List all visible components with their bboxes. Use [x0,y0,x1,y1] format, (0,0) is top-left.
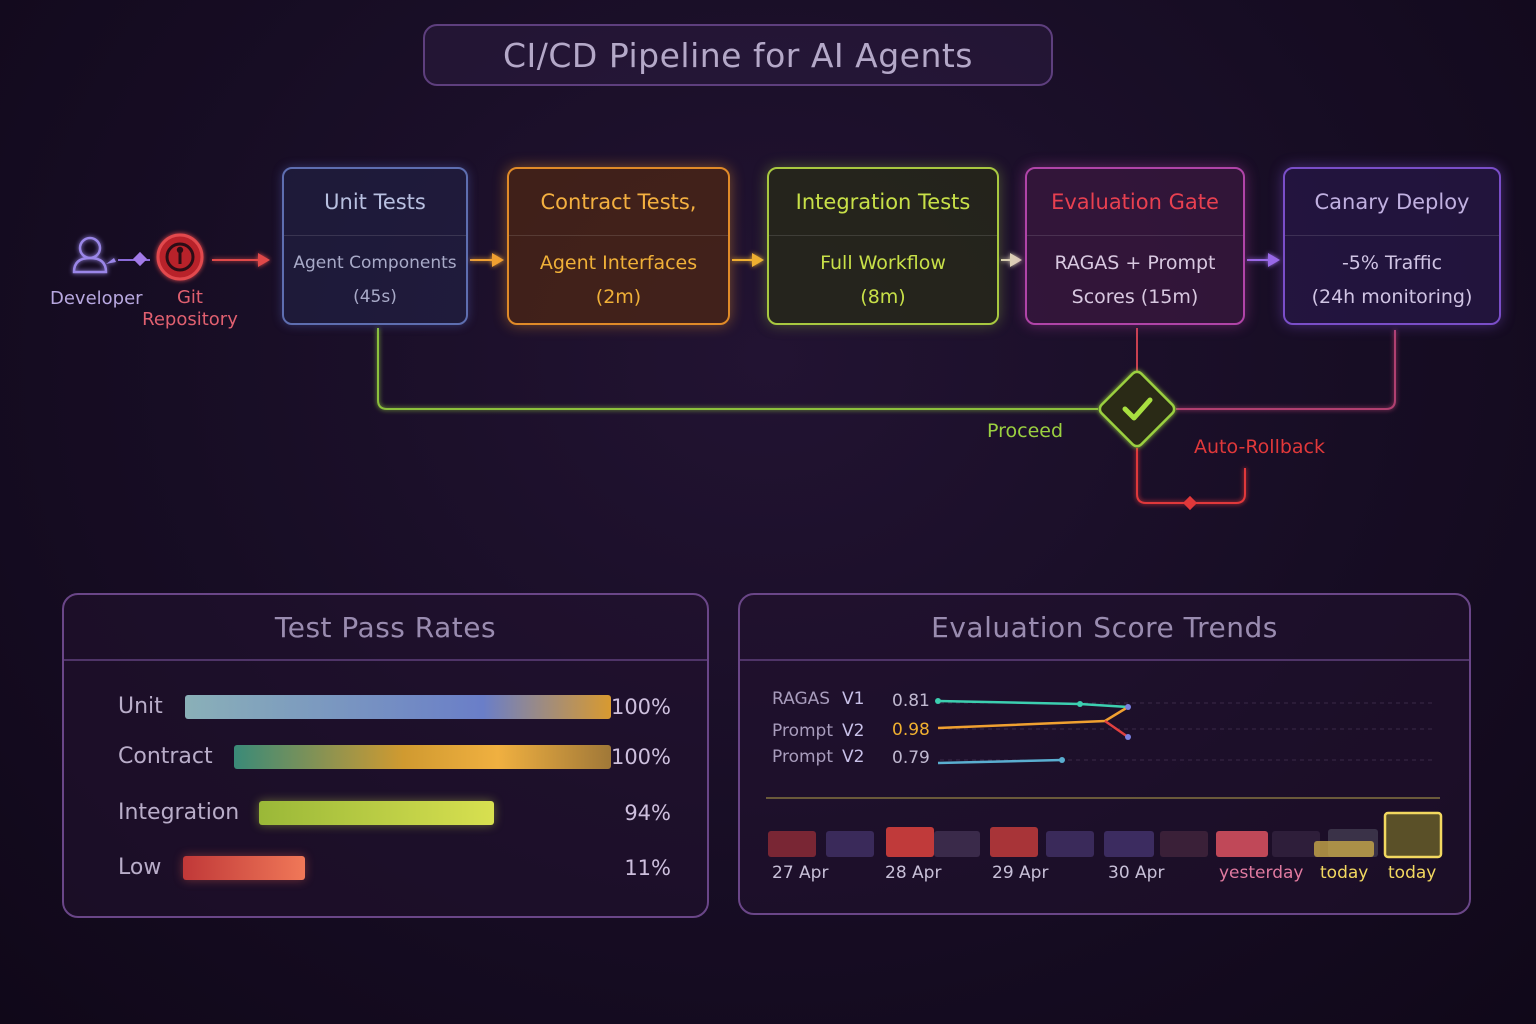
timeline-block [1216,831,1268,857]
stage-integration-tests[interactable]: Integration Tests Full Workflow (8m) [767,167,999,325]
timeline-block [934,831,980,857]
bar-fill [185,695,611,719]
timeline-day-label: 28 Apr [885,863,942,883]
timeline-day-label: yesterday [1219,863,1304,883]
bar-fill [183,856,305,880]
rollback-label: Auto-Rollback [1194,436,1326,458]
bar-fill [259,801,494,825]
timeline-block [768,831,816,857]
stage-title: Integration Tests [769,169,997,236]
legend-version: V2 [842,747,865,767]
bar-label: Unit [118,694,163,719]
trend-line-ragas [937,699,1129,709]
stage-detail: RAGAS + Prompt [1054,252,1216,274]
bar-value: 100% [610,745,671,769]
trend-point [1125,734,1131,740]
trend-point [1077,701,1083,707]
timeline-day-label: today [1320,863,1369,883]
legend-score: 0.81 [892,691,930,711]
stage-title: Unit Tests [284,169,466,236]
timeline-block [1314,841,1374,857]
bar-label: Integration [118,800,240,825]
stage-title: Canary Deploy [1285,169,1499,236]
timeline-block [990,827,1038,857]
stage-evaluation-gate[interactable]: Evaluation Gate RAGAS + Prompt Scores (1… [1025,167,1245,325]
pass-rate-row-contract: Contract 100% [64,742,707,772]
timeline-block [826,831,874,857]
panel-title: Test Pass Rates [64,595,707,661]
timeline-block-today [1383,811,1443,859]
legend-version: V1 [842,689,865,709]
bar-value: 94% [624,801,671,825]
trend-line-prompt-b [937,758,1063,765]
pass-rates-panel: Test Pass Rates Unit 100% Contract 100% … [62,593,709,918]
timeline-block [1104,831,1154,857]
timeline-block [1160,831,1208,857]
timeline-day-label: today [1388,863,1437,883]
legend-metric: Prompt [772,747,833,767]
stage-detail: Agent Components [293,253,457,273]
timeline-block [1272,831,1320,857]
trends-panel: Evaluation Score Trends RAGAS V1 0.81 Pr… [738,593,1471,915]
check-icon [1122,397,1153,421]
rollback-dot-icon [1182,495,1198,511]
stage-canary-deploy[interactable]: Canary Deploy -5% Traffic (24h monitorin… [1283,167,1501,325]
page-title: CI/CD Pipeline for AI Agents [423,24,1053,86]
legend-score: 0.98 [892,720,930,740]
canary-return-path [1176,330,1396,410]
stage-duration: (8m) [860,286,906,308]
trend-point [1059,757,1065,763]
decision-diamond [1098,370,1176,448]
timeline-block [886,827,934,857]
arrow-head-icon [258,253,270,267]
bar-value: 11% [624,856,671,880]
trend-line-cross [1104,719,1129,739]
arrow-head-icon [752,253,764,267]
bar-fill [234,745,611,769]
timeline-day-label: 27 Apr [772,863,829,883]
stage-duration: Scores (15m) [1071,286,1199,308]
trend-point [1125,704,1131,710]
stage-detail: Agent Interfaces [539,252,698,274]
arrow-head-icon [492,253,504,267]
connector-dot-icon [132,251,148,267]
git-icon [156,233,204,281]
stage-title: Contract Tests, [509,169,728,236]
legend-metric: RAGAS [772,689,831,709]
stage-detail: -5% Traffic [1341,252,1443,274]
legend-metric: Prompt [772,721,833,741]
stage-title: Evaluation Gate [1027,169,1243,236]
developer-label: Developer [50,288,143,309]
arrow-head-icon [1010,253,1022,267]
timeline-day-label: 30 Apr [1108,863,1165,883]
timeline-day-label: 29 Apr [992,863,1049,883]
stage-detail: Full Workflow [820,252,946,274]
pass-rate-row-integration: Integration 94% [64,798,707,828]
stage-duration: (24h monitoring) [1311,286,1473,308]
timeline-block [1046,831,1094,857]
proceed-path [377,328,1098,410]
bar-label: Low [118,855,162,880]
repo-label: Git Repository [142,287,238,330]
arrow-head-icon [1268,253,1280,267]
pass-rate-row-unit: Unit 100% [64,692,707,722]
stage-duration: (2m) [595,286,642,308]
legend-score: 0.79 [892,748,930,768]
proceed-label: Proceed [987,420,1064,442]
stage-duration: (45s) [353,287,397,307]
trend-point [935,698,941,704]
bar-value: 100% [610,695,671,719]
legend-version: V2 [842,721,865,741]
bar-label: Contract [118,744,213,769]
stage-unit-tests[interactable]: Unit Tests Agent Components (45s) [282,167,468,325]
stage-contract-tests[interactable]: Contract Tests, Agent Interfaces (2m) [507,167,730,325]
trend-line-prompt-a [937,705,1129,730]
trend-lines [766,698,1443,859]
user-icon [72,236,116,274]
panel-title: Evaluation Score Trends [740,595,1469,661]
pass-rate-row-low: Low 11% [64,853,707,883]
